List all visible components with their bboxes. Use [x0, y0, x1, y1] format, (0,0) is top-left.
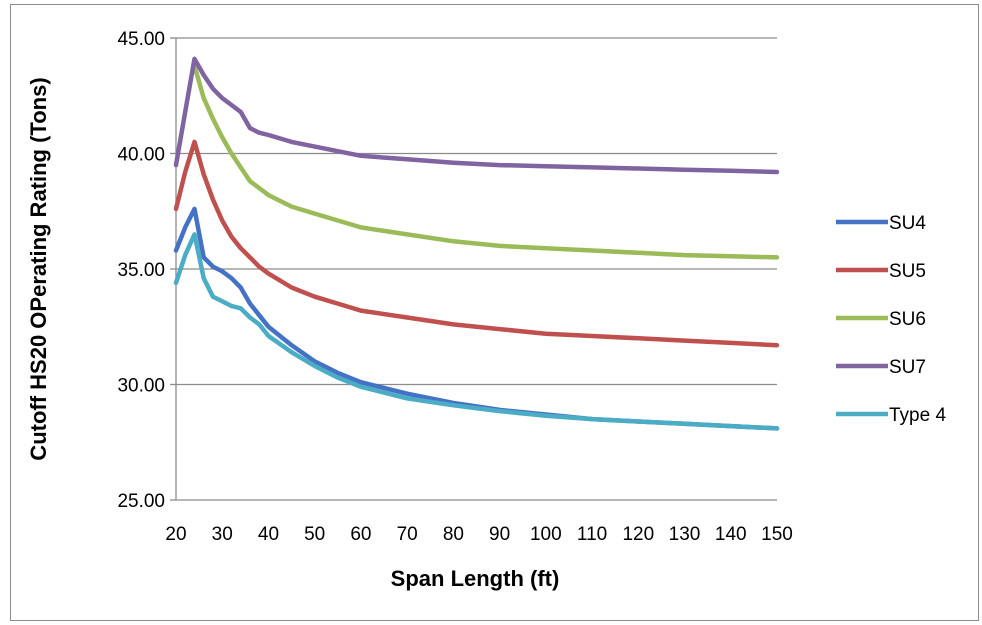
x-tick-label: 120	[622, 524, 654, 545]
x-tick-label: 110	[577, 524, 607, 545]
y-tick-label: 40.00	[117, 145, 165, 166]
series-lines	[173, 56, 780, 431]
series-line-su7	[173, 56, 780, 175]
x-tick-label: 130	[669, 524, 701, 545]
x-tick-label: 100	[530, 524, 562, 545]
x-tick-label: 140	[715, 524, 747, 545]
y-tick-label: 35.00	[117, 260, 165, 281]
legend-label-su4: SU4	[889, 213, 926, 234]
legend: SU4 SU5 SU6 SU7 Type 4	[836, 213, 946, 426]
x-tick-label: 70	[397, 524, 418, 545]
legend-label-type-4: Type 4	[889, 405, 946, 426]
y-tick-label: 25.00	[117, 491, 165, 512]
series-line-su5	[173, 139, 780, 348]
legend-label-su6: SU6	[889, 309, 926, 330]
chart-frame	[10, 4, 979, 621]
x-tick-label: 150	[761, 524, 793, 545]
x-tick-label: 50	[304, 524, 325, 545]
axes: 25.00 30.00 35.00 40.00 45.00 20 30 40 50 60 70 80 9…	[117, 29, 792, 545]
x-tick-label: 80	[443, 524, 464, 545]
x-tick-label: 40	[258, 524, 279, 545]
y-tick-label: 30.00	[117, 376, 165, 397]
series-line-type-4	[173, 232, 780, 431]
legend-label-su7: SU7	[889, 357, 926, 378]
legend-label-su5: SU5	[889, 261, 926, 282]
x-tick-label: 30	[212, 524, 233, 545]
series-line-su6	[192, 63, 780, 260]
y-tick-label: 45.00	[117, 29, 165, 50]
x-tick-label: 90	[489, 524, 510, 545]
y-axis-title: Cutoff HS20 OPerating Rating (Tons)	[26, 77, 51, 460]
x-tick-label: 20	[165, 524, 186, 545]
gridlines	[176, 37, 777, 386]
x-tick-label: 60	[350, 524, 371, 545]
x-axis-title: Span Length (ft)	[391, 566, 560, 591]
